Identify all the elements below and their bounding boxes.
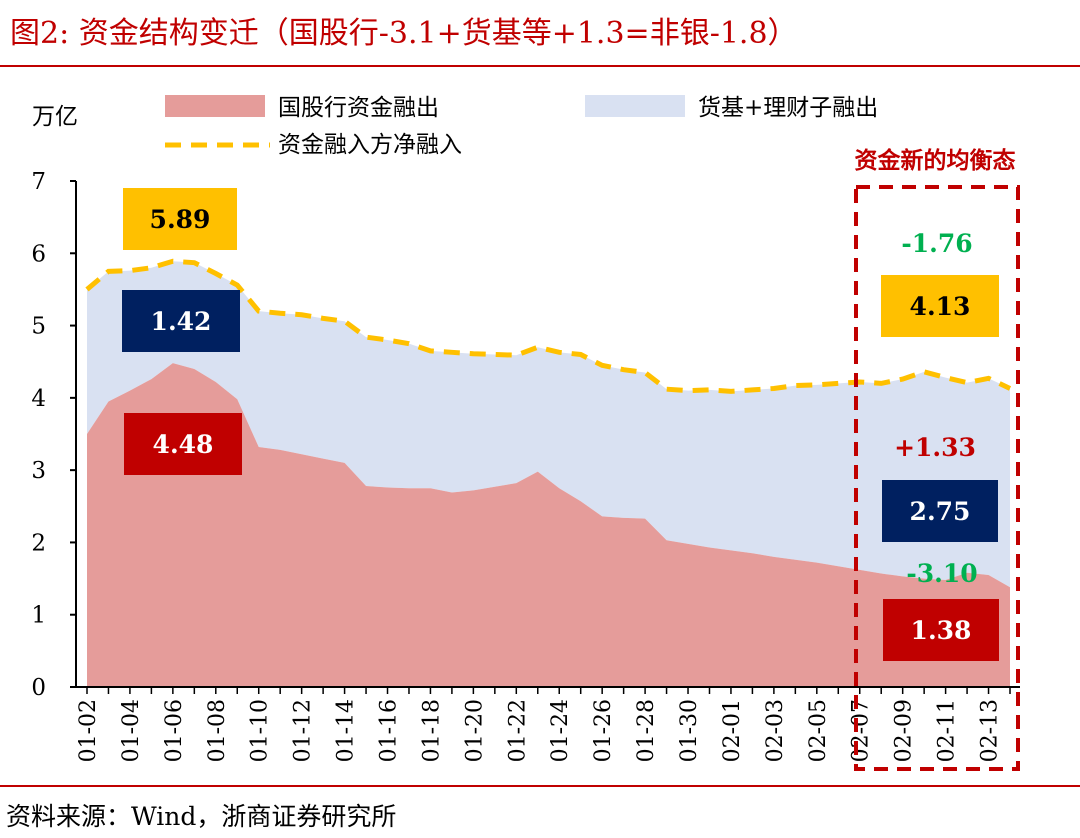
- y-tick-label: 1: [31, 603, 46, 629]
- equilibrium-box-label: 资金新的均衡态: [855, 147, 1016, 174]
- x-tick-label: 02-05: [806, 699, 831, 762]
- data-label: 4.48: [153, 430, 214, 459]
- y-tick-label: 0: [31, 675, 46, 701]
- legend-label-bank: 国股行资金融出: [278, 95, 439, 121]
- x-tick-label: 01-04: [119, 699, 144, 762]
- mmf-area: [87, 261, 1010, 588]
- x-tick-label: 01-22: [505, 699, 530, 762]
- data-label: 5.89: [150, 205, 211, 234]
- y-tick-label: 2: [31, 530, 46, 556]
- x-tick-label: 01-10: [248, 699, 273, 762]
- x-tick-label: 01-06: [162, 699, 187, 762]
- x-tick-label: 02-07: [849, 699, 874, 762]
- data-label: 1.38: [911, 616, 972, 645]
- x-tick-label: 01-18: [419, 699, 444, 762]
- data-label-box: [882, 480, 998, 542]
- y-tick-label: 7: [31, 169, 46, 195]
- data-label: -3.10: [906, 559, 977, 588]
- x-tick-label: 02-13: [978, 699, 1003, 762]
- data-label-box: [124, 413, 242, 475]
- data-label-box: [122, 290, 240, 352]
- x-tick-label: 01-14: [334, 699, 359, 762]
- source-note: 资料来源：Wind，浙商证券研究所: [6, 802, 396, 831]
- data-label: +1.33: [894, 433, 976, 462]
- x-tick-label: 02-11: [935, 699, 960, 762]
- x-tick-label: 01-26: [591, 699, 616, 762]
- x-tick-label: 01-02: [76, 699, 101, 762]
- data-label: 1.42: [151, 307, 212, 336]
- y-unit-label: 万亿: [32, 104, 78, 130]
- chart-title: 图2: 资金结构变迁（国股行-3.1+货基等+1.3=非银-1.8）: [10, 16, 798, 51]
- legend-label-net: 资金融入方净融入: [278, 132, 462, 158]
- x-tick-label: 01-30: [677, 699, 702, 762]
- bank-area: [87, 363, 1010, 687]
- x-tick-label: 01-16: [377, 699, 402, 762]
- data-label-box: [881, 275, 999, 337]
- equilibrium-box-group: 资金新的均衡态: [854, 147, 1020, 771]
- x-tick-label: 01-20: [462, 699, 487, 762]
- x-tick-label: 01-24: [548, 699, 573, 762]
- x-tick-label: 02-03: [763, 699, 788, 762]
- legend-swatch-mmf: [585, 95, 685, 117]
- y-tick-label: 5: [31, 314, 46, 340]
- y-tick-label: 6: [31, 241, 46, 267]
- equilibrium-box: [854, 185, 1020, 771]
- x-tick-label: 02-09: [892, 699, 917, 762]
- data-labels: 5.89 1.42 4.48 -1.76 4.13 +1.33 2.75 -3.10 1.38: [122, 188, 999, 661]
- data-label: 4.13: [910, 292, 971, 321]
- legend-label-mmf: 货基+理财子融出: [698, 95, 878, 121]
- data-label-box: [883, 599, 999, 661]
- x-tick-label: 01-08: [205, 699, 230, 762]
- legend-swatch-bank: [165, 95, 265, 117]
- data-label: 2.75: [910, 497, 971, 526]
- data-label-box: [123, 188, 237, 250]
- x-tick-label: 01-12: [291, 699, 316, 762]
- y-tick-label: 4: [31, 386, 46, 412]
- x-tick-label: 02-01: [720, 699, 745, 762]
- x-tick-label: 01-28: [634, 699, 659, 762]
- axis-layer: 0 1 2 3 4 5 6 7 万亿 01-02 01-04 01-06 01-08 01-10 01-12…: [31, 104, 1020, 762]
- y-tick-label: 3: [31, 458, 46, 484]
- data-label: -1.76: [901, 229, 972, 258]
